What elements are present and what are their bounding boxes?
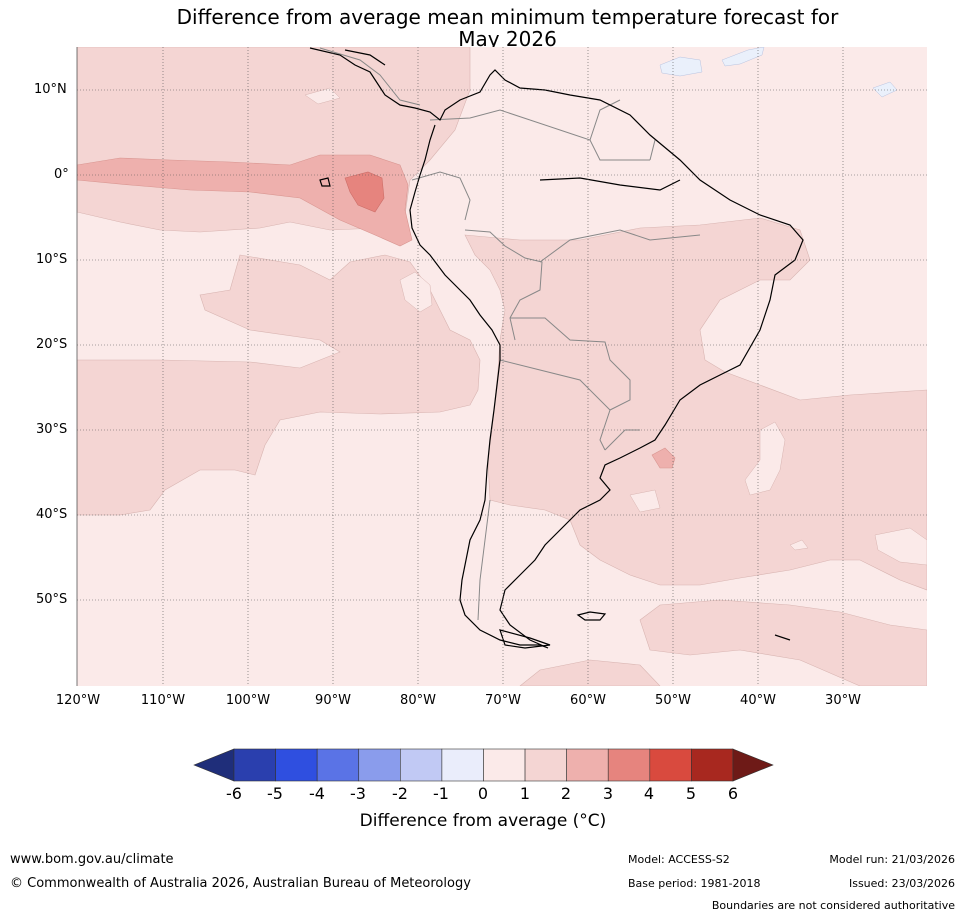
colorbar-swatch [607,748,651,782]
colorbar [193,748,774,782]
base-period: Base period: 1981-2018 [628,877,761,890]
coastline [309,47,804,649]
colorbar-tick: 5 [685,784,697,803]
colorbar-swatch [233,748,276,782]
source-url[interactable]: www.bom.gov.au/climate [10,852,174,867]
colorbar-swatch [566,748,609,782]
copyright-notice: © Commonwealth of Australia 2026, Austra… [10,876,471,891]
colorbar-swatch [649,748,692,782]
lon-label-120w: 120°W [55,693,101,708]
anomaly-band-0-1-spot2 [744,421,786,496]
lon-label-80w: 80°W [400,693,436,708]
chart-title-line2: May 2026 [458,27,557,51]
lon-label-60w: 60°W [570,693,606,708]
colorbar-tick: 1 [519,784,531,803]
model-run-date: Model run: 21/03/2026 [829,853,955,866]
colorbar-tick: 4 [643,784,655,803]
colorbar-tick: 0 [477,784,489,803]
anomaly-band-0-1-spot5 [874,527,927,566]
lat-label-10n: 10°N [34,82,67,97]
colorbar-swatch [358,748,401,782]
lat-label-30s: 30°S [36,422,68,437]
anomaly-band-0-1-spot4 [304,87,341,105]
colorbar-tick: -6 [226,784,242,803]
colorbar-label: Difference from average (°C) [359,811,607,831]
colorbar-tick: 6 [727,784,739,803]
lat-label-20s: 20°S [36,337,68,352]
colorbar-arrow-low [193,748,235,782]
anomaly-band-minus1-0-c [872,81,898,98]
colorbar-swatch [400,748,443,782]
boundary-disclaimer: Boundaries are not considered authoritat… [711,899,955,912]
lon-label-50w: 50°W [655,693,691,708]
model-name: Model: ACCESS-S2 [628,853,730,866]
lat-label-40s: 40°S [36,507,68,522]
colorbar-tick: 2 [560,784,572,803]
colorbar-tick: -3 [350,784,366,803]
anomaly-band-0-1-spot3 [629,489,661,513]
lon-label-40w: 40°W [740,693,776,708]
colorbar-swatch [316,748,360,782]
chart-title-line1: Difference from average mean minimum tem… [176,5,839,29]
colorbar-swatch [691,748,734,782]
graticule [77,47,927,686]
colorbar-arrow-high [732,748,774,782]
lon-label-30w: 30°W [825,693,861,708]
country-borders [319,47,701,621]
colorbar-tick: -1 [433,784,449,803]
lat-label-50s: 50°S [36,592,68,607]
lon-label-70w: 70°W [485,693,521,708]
anomaly-band-2-3-atlantic [651,447,676,469]
colorbar-swatch [275,748,318,782]
anomaly-band-0-1-spot1 [399,271,433,313]
lon-label-100w: 100°W [225,693,271,708]
anomaly-band-0-1-spot6 [789,539,809,551]
lat-label-0: 0° [54,167,69,182]
lon-label-110w: 110°W [140,693,186,708]
colorbar-tick: -4 [309,784,325,803]
colorbar-tick: 3 [602,784,614,803]
anomaly-band-1-2-far-south [519,659,661,686]
issued-date: Issued: 23/03/2026 [848,877,955,890]
colorbar-swatch [524,748,567,782]
colorbar-tick: -5 [267,784,283,803]
colorbar-swatch [483,748,526,782]
anomaly-band-1-2-south-atlantic [639,599,927,686]
lon-label-90w: 90°W [315,693,351,708]
anomaly-band-minus1-0-b [721,47,765,67]
anomaly-band-3-4 [344,171,385,213]
anomaly-band-minus1-0-a [659,56,703,77]
lat-label-10s: 10°S [36,252,68,267]
colorbar-swatch [441,748,484,782]
colorbar-tick: -2 [392,784,408,803]
